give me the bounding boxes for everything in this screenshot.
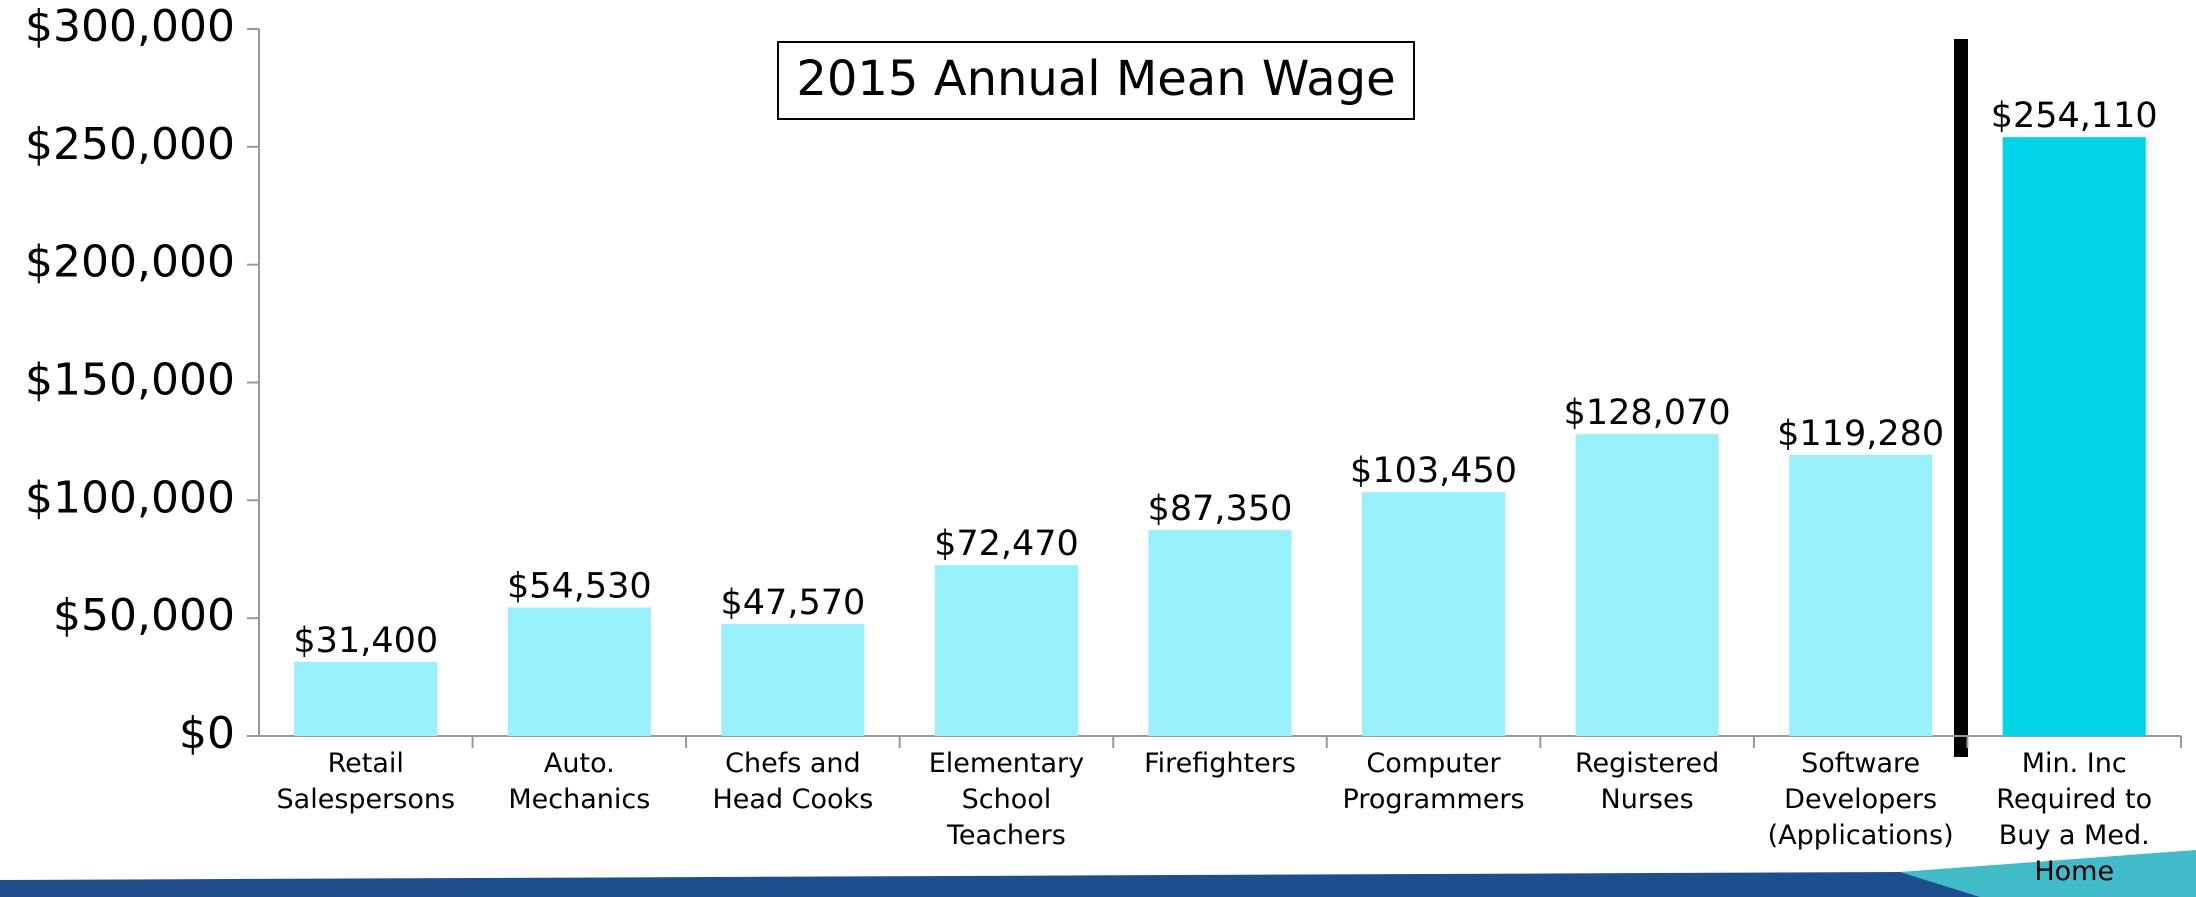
y-tick-label: $150,000: [25, 355, 235, 406]
y-tick-label: $50,000: [53, 590, 235, 641]
bar: [1575, 434, 1719, 736]
x-tick-label: Registered Nurses: [1574, 748, 1720, 815]
separator: [1954, 39, 1968, 757]
bar: [934, 565, 1078, 736]
value-label: $254,110: [1991, 96, 2158, 136]
y-tick-label: $0: [179, 708, 235, 759]
x-tick-label: Elementary School Teachers: [928, 748, 1085, 851]
x-tick-label: Chefs and Head Cooks: [712, 748, 874, 815]
y-tick-label: $200,000: [25, 237, 235, 288]
value-label: $103,450: [1350, 451, 1517, 491]
value-label: $72,470: [934, 524, 1079, 564]
title-box: [777, 41, 1415, 120]
x-tick-label: Min. Inc Required to Buy a Med. Home: [1996, 748, 2153, 887]
value-label: $119,280: [1777, 414, 1944, 454]
decor-strip: [0, 862, 2196, 897]
bar: [507, 607, 651, 736]
y-tick-label: $250,000: [25, 119, 235, 170]
bar: [2002, 137, 2146, 736]
bar: [721, 623, 865, 736]
value-label: $87,350: [1148, 489, 1293, 529]
chart-title: 2015 Annual Mean Wage: [796, 51, 1395, 107]
bar: [1148, 530, 1292, 736]
bar: [1789, 454, 1933, 736]
x-tick-label: Software Developers (Applications): [1767, 748, 1954, 851]
value-label: $128,070: [1564, 393, 1731, 433]
bar: [1362, 492, 1506, 736]
x-tick-label: Auto. Mechanics: [508, 748, 651, 815]
value-label: $47,570: [721, 583, 866, 623]
y-tick-label: $100,000: [25, 472, 235, 523]
y-tick-label: $300,000: [25, 1, 235, 52]
x-tick-label: Firefighters: [1144, 748, 1296, 779]
decor-strip-accent: [1900, 850, 2196, 897]
value-label: $54,530: [507, 566, 652, 606]
x-tick-label: Computer Programmers: [1342, 748, 1525, 815]
bar: [294, 662, 438, 736]
value-label: $31,400: [293, 621, 438, 661]
x-tick-label: Retail Salespersons: [276, 748, 456, 815]
